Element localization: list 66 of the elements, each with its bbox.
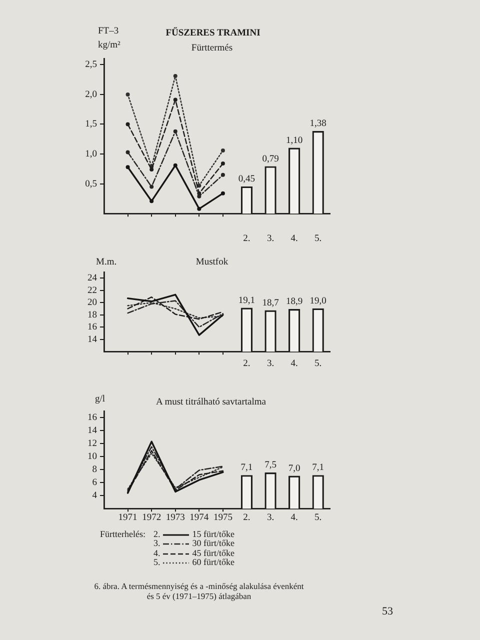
y-tick-label: 16 <box>88 322 98 333</box>
data-label: 18,7 <box>262 298 280 308</box>
y-tick-label: 1,5 <box>85 120 98 130</box>
data-label: 7,1 <box>312 463 324 474</box>
x-tick-label: 3. <box>266 512 274 523</box>
y-tick-label: 8 <box>92 465 98 476</box>
x-tick-label: 3. <box>266 234 274 244</box>
y-tick-label: 18 <box>88 310 98 320</box>
y-tick-label: 14 <box>88 334 98 345</box>
legend-label: 15 fürt/tőke <box>192 529 234 540</box>
chart-title: FŰSZERES TRAMINI <box>166 28 260 40</box>
y-tick-label: 16 <box>88 413 98 424</box>
y-tick-label: 24 <box>88 274 98 284</box>
data-label: 1,38 <box>310 119 327 130</box>
x-tick-label: 4. <box>290 512 298 523</box>
data-label: 1,10 <box>286 136 303 146</box>
y-tick-label: 4 <box>92 491 98 502</box>
x-tick-label: 2. <box>243 234 250 244</box>
y-tick-label: 0,5 <box>85 179 98 190</box>
chart-subtitle: Fürttermés <box>191 44 233 54</box>
chart-title: Mustfok <box>196 258 228 268</box>
x-tick-label: 5. <box>314 358 322 369</box>
y-tick-label: 12 <box>88 439 98 450</box>
legend-label: 45 fürt/tőke <box>192 548 234 558</box>
x-tick-label: 1971 <box>118 512 138 523</box>
text: 53 <box>382 606 393 618</box>
data-label: 0,45 <box>238 174 256 185</box>
y-tick-label: 14 <box>88 426 98 436</box>
category-label: 4. <box>154 548 160 558</box>
x-tick-label: 5. <box>314 512 322 523</box>
y-tick-label: 20 <box>88 298 98 308</box>
data-label: 18,9 <box>286 297 303 308</box>
data-label: 7,1 <box>240 463 253 474</box>
x-tick-label: 1974 <box>190 512 209 523</box>
data-label: 19,1 <box>238 296 256 306</box>
text: FT–3 <box>98 26 119 38</box>
x-tick-label: 3. <box>266 358 274 369</box>
y-tick-label: 1,0 <box>85 150 98 160</box>
y-tick-label: 22 <box>88 286 98 296</box>
category-label: 5. <box>154 557 160 568</box>
x-tick-label: 4. <box>290 358 298 369</box>
y-axis-title: M.m. <box>96 258 117 268</box>
category-label: 2. <box>154 529 160 539</box>
x-tick-label: 2. <box>243 358 250 369</box>
y-axis-title: g/l <box>95 394 106 406</box>
data-label: 0,79 <box>262 154 280 164</box>
y-tick-label: 2,5 <box>85 60 98 70</box>
data-label: 7,5 <box>264 460 277 471</box>
x-tick-label: 1973 <box>166 512 186 523</box>
x-tick-label: 5. <box>314 234 322 244</box>
chart-title: A must titrálható savtartalma <box>156 398 266 408</box>
x-tick-label: 4. <box>290 234 298 244</box>
x-tick-label: 1972 <box>142 512 162 523</box>
data-label: 19,0 <box>310 296 327 306</box>
text: 6. ábra. A termésmennyiség és a -minőség alakulása évenként és 5 év (1971–1975) átlagában <box>93 581 305 602</box>
x-tick-label: 2. <box>243 512 250 523</box>
y-tick-label: 2,0 <box>85 90 98 100</box>
y-tick-label: 6 <box>92 478 98 488</box>
data-label: 7,0 <box>288 464 301 474</box>
y-axis-title: kg/m² <box>98 40 120 52</box>
category-label: 3. <box>154 538 160 548</box>
y-tick-label: 10 <box>88 452 98 462</box>
legend-label: 30 fürt/tőke <box>192 538 234 549</box>
legend-title: Fürtterhelés: <box>100 529 146 541</box>
legend-label: 60 fürt/tőke <box>192 557 234 568</box>
x-tick-label: 1975 <box>213 512 233 523</box>
